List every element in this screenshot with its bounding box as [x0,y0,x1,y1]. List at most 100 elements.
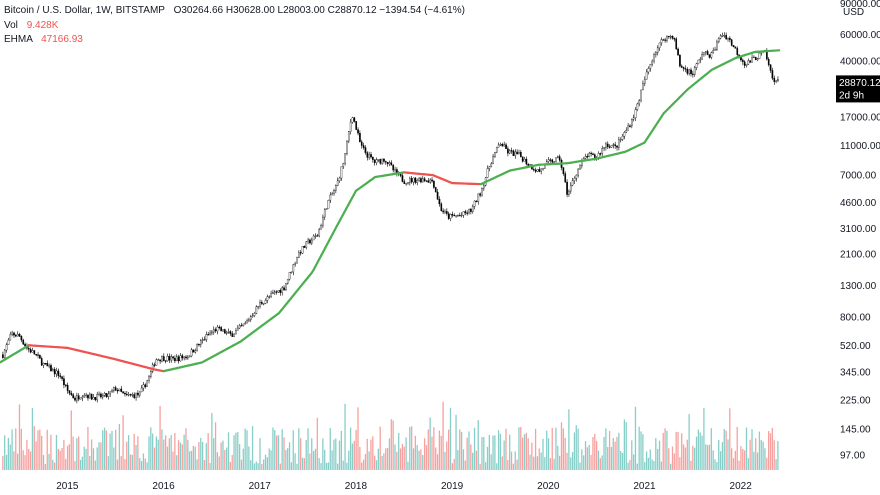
candle-body-2 [5,344,8,351]
volume-bar-117 [218,456,220,470]
candle-body-154 [286,278,289,284]
candle-body-347 [643,79,646,84]
legend-volume-row[interactable]: Vol 9.428K [4,19,465,34]
volume-bar-159 [296,463,298,470]
candle-body-273 [507,148,509,154]
volume-bar-269 [499,433,502,470]
volume-bar-305 [566,452,568,470]
volume-bar-309 [573,432,576,470]
volume-bar-67 [126,441,128,470]
candle-body-323 [599,153,602,155]
volume-bar-110 [205,443,207,470]
volume-bar-341 [632,454,635,470]
volume-bar-8 [16,453,19,470]
volume-bar-131 [244,428,246,470]
volume-bar-177 [329,428,331,470]
volume-bar-86 [161,429,163,470]
candle-body-96 [179,355,182,362]
volume-bar-2 [5,454,8,470]
candle-body-1 [3,349,6,358]
volume-bar-148 [275,435,278,470]
candle-body-24 [46,363,49,367]
volume-bar-124 [231,454,233,470]
candle-body-162 [301,246,304,254]
legend-ehma-row[interactable]: EHMA 47166.93 [4,33,465,48]
volume-bar-149 [277,435,280,470]
candle-body-141 [262,303,265,305]
x-tick-label-2020: 2020 [537,481,560,492]
candle-body-390 [723,35,726,37]
candle-body-207 [384,161,387,163]
volume-bar-328 [608,430,611,470]
candle-body-375 [695,63,698,68]
candle-body-380 [704,51,707,53]
candle-body-27 [52,369,54,372]
volume-bar-286 [531,442,533,470]
candle-body-203 [377,159,380,161]
volume-bar-4 [9,444,11,470]
volume-bar-216 [401,443,404,470]
candle-body-310 [575,174,578,179]
volume-bar-270 [501,456,503,470]
candle-body-57 [107,393,110,398]
candle-body-152 [283,287,285,291]
volume-bar-345 [640,431,642,470]
candle-body-284 [527,163,530,166]
volume-bar-22 [42,455,45,470]
volume-bar-130 [242,448,244,470]
volume-bar-220 [409,426,411,470]
volume-bar-331 [614,441,616,470]
volume-bar-118 [220,442,222,470]
ehma-value: 47166.93 [41,34,83,45]
volume-bar-247 [459,429,461,470]
ehma-label: EHMA [4,34,33,45]
volume-bar-96 [179,442,182,470]
volume-bar-307 [570,457,572,470]
candle-body-270 [501,144,504,147]
volume-bar-223 [414,435,416,470]
candle-body-106 [198,343,200,346]
volume-bar-85 [159,405,161,470]
volume-bar-90 [168,438,170,470]
volume-bar-356 [660,461,663,470]
candle-body-38 [72,394,75,399]
candle-body-34 [64,384,67,386]
candle-body-143 [266,296,269,301]
volume-bar-354 [657,448,659,470]
candle-body-50 [94,397,97,401]
candle-body-258 [479,193,481,196]
volume-bar-365 [677,432,679,470]
volume-bar-289 [536,456,539,470]
candle-body-196 [364,147,367,153]
candle-body-45 [85,394,87,396]
candle-body-46 [87,394,89,399]
candle-body-355 [658,42,661,49]
candle-body-170 [316,235,319,237]
volume-bar-64 [120,455,122,470]
volume-bar-113 [211,413,213,470]
volume-bar-32 [61,447,63,470]
price-axis-panel [812,0,880,495]
y-tick-label-12: 225.00 [840,396,871,407]
candle-body-405 [751,57,753,63]
candle-body-121 [225,332,228,334]
y-tick-label-10: 520.00 [840,341,871,352]
candle-body-12 [24,343,26,347]
candle-body-388 [719,35,722,39]
volume-bar-207 [385,448,387,470]
last-price-label: 28870.12 [839,78,880,89]
candle-body-21 [40,358,43,366]
volume-bar-250 [464,460,466,470]
volume-bar-99 [185,428,187,470]
volume-bar-100 [187,439,189,470]
candle-body-409 [758,52,761,59]
candle-body-269 [499,144,502,146]
volume-bar-410 [760,440,762,470]
volume-bar-103 [192,445,195,470]
volume-bar-308 [571,452,574,470]
y-tick-label-3: 11000.00 [840,141,880,152]
volume-bar-312 [579,462,581,470]
volume-bar-24 [46,429,48,470]
candle-body-206 [383,158,385,162]
